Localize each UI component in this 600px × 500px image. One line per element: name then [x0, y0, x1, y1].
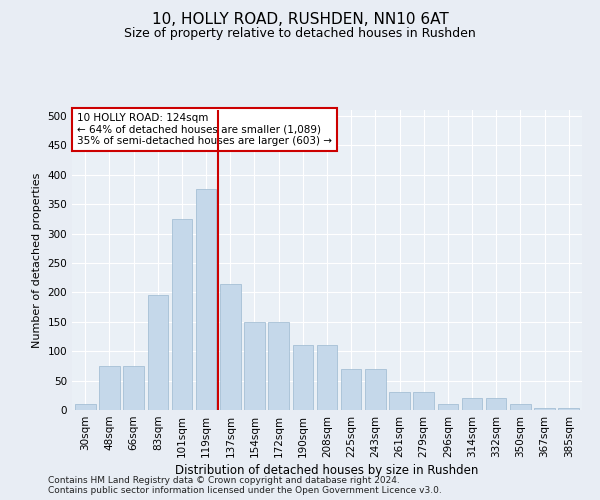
X-axis label: Distribution of detached houses by size in Rushden: Distribution of detached houses by size …	[175, 464, 479, 477]
Bar	[220, 284, 241, 410]
Bar	[389, 392, 410, 410]
Text: Contains public sector information licensed under the Open Government Licence v3: Contains public sector information licen…	[48, 486, 442, 495]
Text: 10, HOLLY ROAD, RUSHDEN, NN10 6AT: 10, HOLLY ROAD, RUSHDEN, NN10 6AT	[152, 12, 448, 28]
Bar	[172, 219, 192, 410]
Bar	[124, 366, 144, 410]
Bar	[534, 408, 555, 410]
Y-axis label: Number of detached properties: Number of detached properties	[32, 172, 42, 348]
Bar	[268, 322, 289, 410]
Bar	[244, 322, 265, 410]
Bar	[462, 398, 482, 410]
Text: 10 HOLLY ROAD: 124sqm
← 64% of detached houses are smaller (1,089)
35% of semi-d: 10 HOLLY ROAD: 124sqm ← 64% of detached …	[77, 113, 332, 146]
Bar	[148, 296, 168, 410]
Bar	[75, 404, 95, 410]
Text: Size of property relative to detached houses in Rushden: Size of property relative to detached ho…	[124, 28, 476, 40]
Bar	[559, 408, 579, 410]
Bar	[99, 366, 120, 410]
Bar	[341, 369, 361, 410]
Bar	[317, 346, 337, 410]
Bar	[437, 404, 458, 410]
Bar	[196, 190, 217, 410]
Bar	[293, 346, 313, 410]
Bar	[413, 392, 434, 410]
Bar	[486, 398, 506, 410]
Bar	[365, 369, 386, 410]
Text: Contains HM Land Registry data © Crown copyright and database right 2024.: Contains HM Land Registry data © Crown c…	[48, 476, 400, 485]
Bar	[510, 404, 530, 410]
